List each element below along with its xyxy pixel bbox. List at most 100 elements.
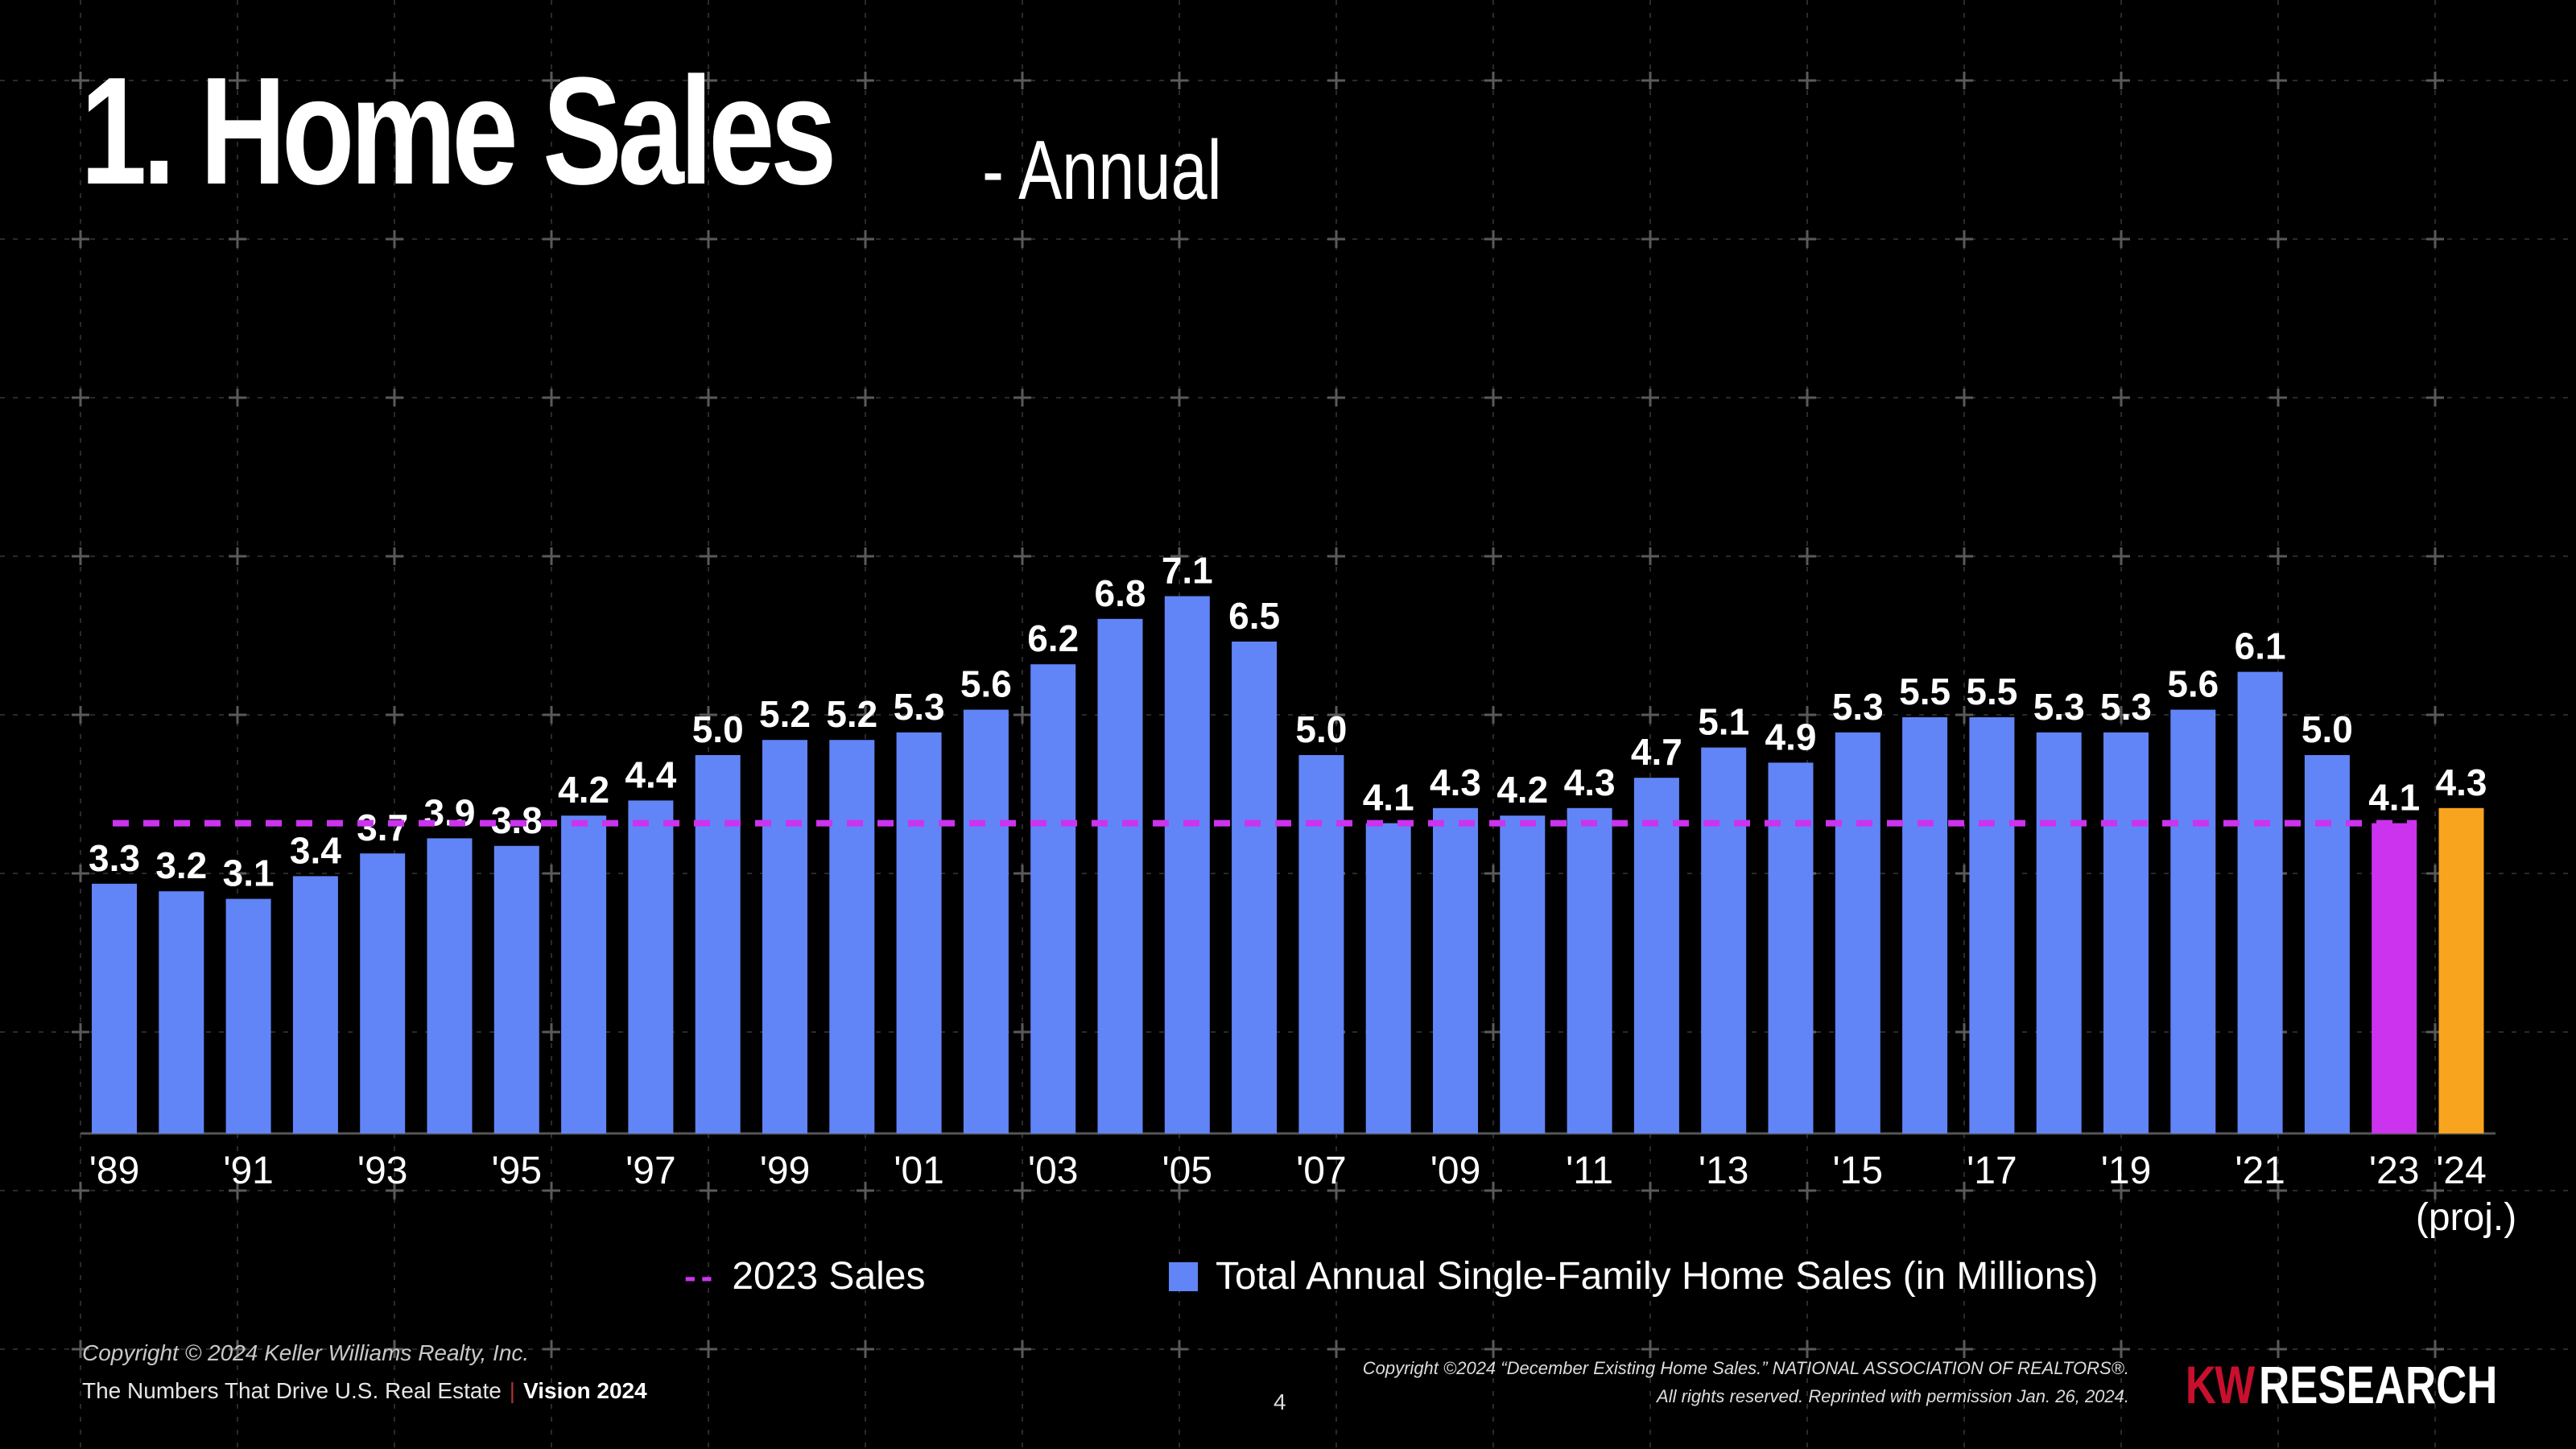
grid-plus-marker: [386, 547, 403, 565]
grid-plus-marker: [72, 1023, 89, 1041]
bar-2003: [1030, 664, 1076, 1133]
bar-2010: [1500, 815, 1546, 1133]
grid-plus-marker: [2426, 706, 2444, 724]
grid-plus-marker: [1013, 389, 1031, 407]
grid-plus-marker: [1641, 1340, 1659, 1358]
bar-2021: [2237, 671, 2283, 1133]
bar-value-label: 3.3: [89, 837, 140, 879]
grid-plus-marker: [1484, 1182, 1502, 1199]
grid-plus-marker: [543, 1182, 560, 1199]
grid-plus-marker: [700, 547, 717, 565]
grid-plus-marker: [1327, 1182, 1345, 1199]
grid-plus-marker: [543, 1340, 560, 1358]
bar-value-label: 4.3: [1430, 762, 1481, 803]
grid-plus-marker: [229, 706, 246, 724]
bar-1990: [159, 891, 204, 1133]
grid-plus-marker: [2269, 1182, 2287, 1199]
x-tick-label: '15: [1833, 1150, 1884, 1192]
grid-plus-marker: [1484, 230, 1502, 248]
bar-1989: [92, 883, 137, 1133]
grid-plus-marker: [229, 1340, 246, 1358]
bar-value-label: 5.6: [960, 663, 1012, 705]
bar-2023: [2372, 823, 2417, 1133]
grid-plus-marker: [2269, 230, 2287, 248]
grid-plus-marker: [1641, 547, 1659, 565]
logo-research: RESEARCH: [2258, 1355, 2497, 1414]
grid-plus-marker: [2269, 389, 2287, 407]
grid-plus-marker: [1955, 230, 1973, 248]
grid-plus-marker: [1484, 547, 1502, 565]
footer-left: Copyright © 2024 Keller Williams Realty,…: [82, 1334, 647, 1410]
grid-plus-marker: [229, 230, 246, 248]
grid-plus-marker: [1170, 1340, 1188, 1358]
bar-1998: [695, 755, 741, 1133]
x-tick-label: '99: [760, 1150, 811, 1192]
footer-source: Copyright ©2024 “December Existing Home …: [1363, 1354, 2129, 1410]
grid-plus-marker: [2426, 1340, 2444, 1358]
bar-2005: [1164, 596, 1210, 1133]
bar-2006: [1232, 642, 1278, 1133]
grid-plus-marker: [229, 865, 246, 882]
grid-plus-marker: [1955, 1340, 1973, 1358]
grid-plus-marker: [857, 230, 874, 248]
grid-plus-marker: [2269, 547, 2287, 565]
legend-reference-line: -- 2023 Sales: [684, 1254, 926, 1298]
grid-plus-marker: [2112, 1182, 2130, 1199]
footer-separator: |: [509, 1378, 516, 1404]
x-tick-label: '11: [1566, 1150, 1613, 1192]
grid-plus-marker: [1484, 72, 1502, 89]
grid-plus-marker: [543, 1023, 560, 1041]
grid-plus-marker: [1955, 389, 1973, 407]
grid-plus-marker: [72, 547, 89, 565]
x-tick-label: '91: [223, 1150, 274, 1192]
bar-2012: [1633, 778, 1679, 1133]
grid-plus-marker: [1013, 1182, 1031, 1199]
bar-value-label: 5.2: [759, 693, 811, 735]
grid-plus-marker: [2112, 230, 2130, 248]
grid-plus-marker: [1327, 72, 1345, 89]
grid-plus-marker: [72, 1340, 89, 1358]
x-tick-label: '97: [625, 1150, 676, 1192]
bar-1994: [427, 838, 473, 1133]
bar-1992: [292, 876, 338, 1133]
bar-value-label: 4.3: [1564, 762, 1616, 803]
bar-value-label: 5.3: [2100, 686, 2152, 728]
grid-plus-marker: [1955, 706, 1973, 724]
bar-value-label: 4.9: [1765, 716, 1817, 758]
bar-2022: [2304, 755, 2350, 1133]
footer-copyright: Copyright © 2024 Keller Williams Realty,…: [82, 1340, 530, 1365]
grid-plus-marker: [1484, 1340, 1502, 1358]
grid-plus-marker: [1170, 547, 1188, 565]
footer-source-line2: All rights reserved. Reprinted with perm…: [1657, 1385, 2129, 1406]
grid-plus-marker: [1641, 72, 1659, 89]
x-tick-label: '03: [1028, 1150, 1079, 1192]
bar-value-label: 7.1: [1162, 550, 1213, 592]
x-tick-label: '23: [2369, 1150, 2420, 1192]
bar-2014: [1768, 762, 1814, 1133]
grid-plus-marker: [72, 865, 89, 882]
grid-plus-marker: [1327, 547, 1345, 565]
bar-value-label: 6.2: [1027, 617, 1079, 659]
bar-2004: [1097, 618, 1143, 1133]
footer-source-line1: Copyright ©2024 “December Existing Home …: [1362, 1357, 2129, 1378]
bar-value-label: 4.1: [1363, 777, 1414, 819]
grid-plus-marker: [700, 706, 717, 724]
bar-2024: [2438, 807, 2484, 1133]
bar-2009: [1433, 807, 1478, 1133]
grid-plus-marker: [386, 389, 403, 407]
bar-2007: [1298, 755, 1344, 1133]
bar-value-label: 3.9: [424, 791, 476, 833]
grid-plus-marker: [1641, 1182, 1659, 1199]
x-tick-label: '21: [2235, 1150, 2285, 1192]
grid-plus-marker: [1798, 389, 1816, 407]
grid-plus-marker: [72, 72, 89, 89]
grid-plus-marker: [72, 706, 89, 724]
x-tick-label: '05: [1162, 1150, 1213, 1192]
grid-plus-marker: [700, 1340, 717, 1358]
x-tick-label: '07: [1296, 1150, 1347, 1192]
x-tick-label: '13: [1699, 1150, 1749, 1192]
bar-value-label: 3.1: [223, 852, 275, 894]
grid-plus-marker: [2426, 547, 2444, 565]
grid-plus-marker: [2269, 72, 2287, 89]
